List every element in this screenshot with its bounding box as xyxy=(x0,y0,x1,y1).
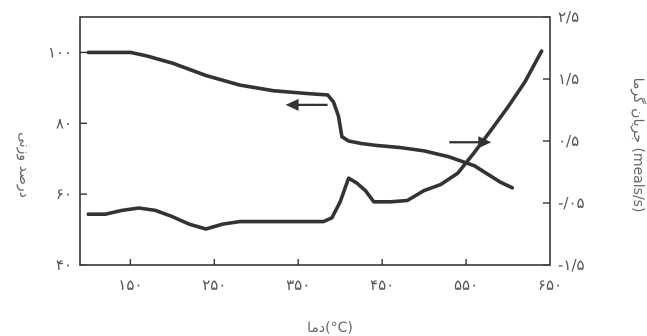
x-axis-title: (C°)دما xyxy=(307,320,353,336)
x-tick-label: ۱۵۰ xyxy=(118,276,142,294)
arrow-to-left-axis xyxy=(285,98,328,111)
left-tick-label: ۴۰ xyxy=(56,256,72,274)
right-tick-label: -/۰۵ xyxy=(558,194,585,212)
x-tick-label: ۶۵۰ xyxy=(538,276,562,294)
right-tick-label: ۲/۵ xyxy=(558,8,579,26)
right-tick-label: ۱/۵ xyxy=(558,70,579,88)
x-tick-label: ۲۵۰ xyxy=(202,276,226,294)
arrow-to-right-axis xyxy=(449,136,492,149)
x-axis: ۱۵۰ ۲۵۰ ۳۵۰ ۴۵۰ ۵۵۰ ۶۵۰ xyxy=(118,259,562,294)
series-layer xyxy=(86,49,544,231)
right-y-axis-title: جریان گرما (meals/s) xyxy=(630,78,647,213)
left-tick-label: ۶۰ xyxy=(56,185,72,203)
x-tick-label: ۳۵۰ xyxy=(286,276,310,294)
series-line-heat-flow xyxy=(86,49,544,231)
x-tick-label: ۴۵۰ xyxy=(370,276,394,294)
right-y-axis: -۱/۵ -/۰۵ ۰/۵ ۱/۵ ۲/۵ xyxy=(543,8,585,274)
right-tick-label: ۰/۵ xyxy=(558,132,579,150)
annotation-layer xyxy=(285,98,492,149)
left-y-axis: ۴۰ ۶۰ ۸۰ ۱۰۰ xyxy=(48,43,87,274)
x-tick-label: ۵۵۰ xyxy=(454,276,478,294)
left-tick-label: ۸۰ xyxy=(56,114,72,132)
left-tick-label: ۱۰۰ xyxy=(48,43,72,61)
left-y-axis-title: درصد وزنی xyxy=(16,132,32,198)
right-tick-label: -۱/۵ xyxy=(558,256,585,274)
series-line-weight-percent xyxy=(86,50,514,190)
